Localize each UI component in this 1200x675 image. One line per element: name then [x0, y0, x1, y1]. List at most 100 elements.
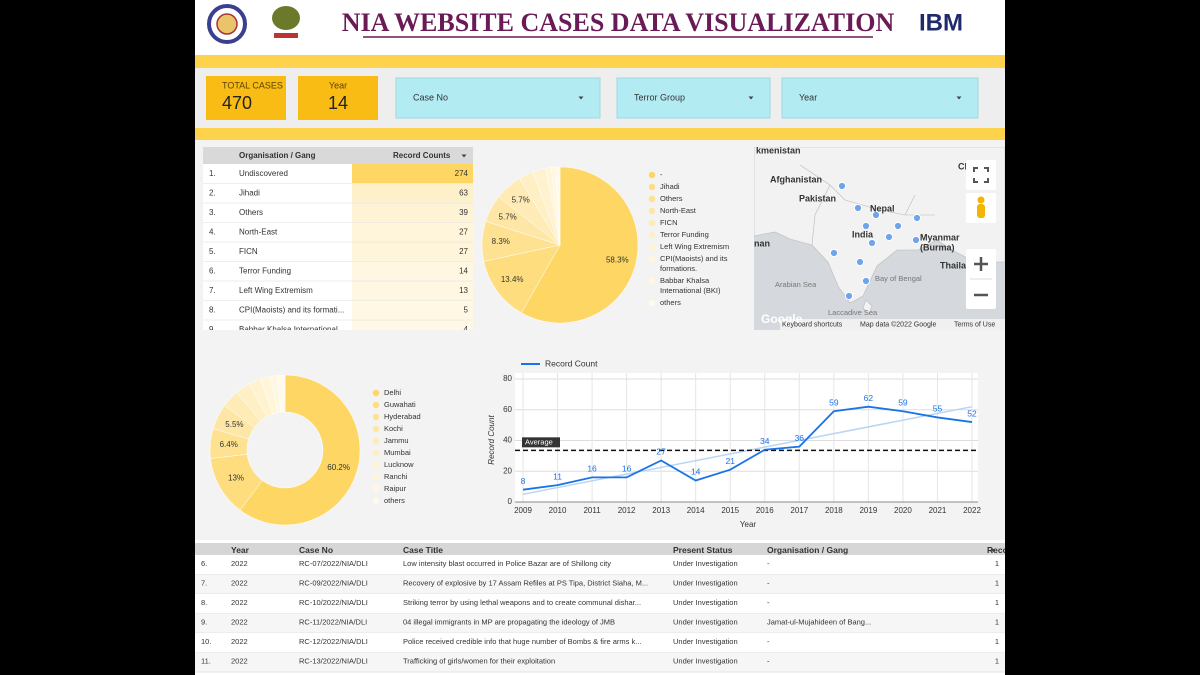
map-marker[interactable] [861, 276, 871, 286]
map-label: nan [754, 238, 770, 248]
cell: 2022 [231, 598, 248, 607]
map-marker[interactable] [871, 210, 881, 220]
legend-label: Babbar Khalsa International (BKI) [660, 276, 721, 295]
pie-slice [483, 244, 561, 314]
donut-slice [276, 374, 286, 413]
legend-swatch [648, 219, 656, 227]
map: kmenistan Afghanistan Pakistan Nepal India My… [754, 147, 1005, 330]
cell: 2022 [231, 656, 248, 665]
map-control[interactable] [966, 160, 996, 190]
map-marker[interactable] [911, 235, 921, 245]
data-label: 14 [691, 467, 701, 477]
x-tick-label: 2012 [618, 506, 636, 515]
map-marker[interactable] [844, 291, 854, 301]
filter-dropdown[interactable] [781, 77, 979, 119]
cell: 274 [455, 169, 469, 178]
x-tick-label: 2015 [721, 506, 739, 515]
map-label: Thaila [940, 260, 967, 270]
legend-swatch [648, 231, 656, 239]
legend-swatch [648, 195, 656, 203]
legend-label: Raipur [384, 484, 407, 493]
cell: RC-07/2022/NIA/DLI [299, 559, 368, 568]
map-marker[interactable] [829, 248, 839, 258]
legend-swatch [372, 461, 380, 469]
count-cell [352, 164, 473, 184]
map-marker[interactable] [912, 213, 922, 223]
slice-label: 60.2% [327, 463, 350, 472]
y-tick-label: 40 [503, 436, 512, 445]
cell: Under Investigation [673, 559, 738, 568]
map-marker[interactable] [884, 232, 894, 242]
column-header: Case Title [403, 545, 443, 555]
cell: Under Investigation [673, 598, 738, 607]
cell: Low intensity blast occurred in Police B… [403, 559, 611, 568]
map-label: Pakistan [799, 193, 836, 203]
filter-label[interactable]: Year [799, 92, 817, 102]
cell: 2022 [231, 637, 248, 646]
column-header: Case No [299, 545, 333, 555]
map-marker[interactable] [837, 181, 847, 191]
x-tick-label: 2010 [549, 506, 567, 515]
header-bg [195, 0, 1005, 55]
legend-swatch [648, 207, 656, 215]
cell: Trafficking of girls/women for their exp… [403, 656, 555, 665]
filter-label[interactable]: Terror Group [634, 92, 685, 102]
cell: RC-12/2022/NIA/DLI [299, 637, 368, 646]
cell: - [767, 578, 770, 587]
x-tick-label: 2020 [894, 506, 912, 515]
legend-label: Delhi [384, 388, 401, 397]
legend-label: Kochi [384, 424, 403, 433]
cell: Jamat-ul-Mujahideen of Bang... [767, 617, 871, 626]
row-number: 8. [209, 305, 216, 314]
row-number: 6. [201, 559, 207, 568]
average-tag [522, 437, 560, 448]
letterbox [1005, 0, 1200, 675]
x-tick-label: 2018 [825, 506, 843, 515]
legend-swatch [372, 413, 380, 421]
filter-dropdown[interactable] [616, 77, 771, 119]
y-tick-label: 80 [503, 374, 512, 383]
count-cell [352, 242, 473, 262]
column-header: Organisation / Gang [239, 151, 316, 160]
cell: Recovery of explosive by 17 Assam Refile… [403, 578, 648, 587]
map-marker[interactable] [893, 221, 903, 231]
cell: RC-13/2022/NIA/DLI [299, 656, 368, 665]
dropdown-arrow [956, 96, 962, 100]
letterbox [0, 0, 195, 675]
pie-slice [555, 166, 561, 246]
x-tick-label: 2013 [652, 506, 670, 515]
cell: Terror Funding [239, 266, 291, 275]
slice-label: 13.4% [501, 275, 524, 284]
cell: Under Investigation [673, 637, 738, 646]
x-tick-label: 2009 [514, 506, 532, 515]
fullscreen-icon [973, 167, 989, 183]
data-label: 62 [864, 393, 874, 403]
data-label: 27 [656, 447, 666, 457]
column-header: Present Status [673, 545, 733, 555]
data-label: 59 [829, 398, 839, 408]
cell: 27 [459, 247, 468, 256]
table-row [195, 633, 1005, 653]
map-footer-text: Map data ©2022 Google [860, 320, 936, 328]
table-header [203, 147, 473, 164]
row-number: 1. [209, 169, 216, 178]
map-marker[interactable] [853, 203, 863, 213]
filter-label[interactable]: Case No [413, 92, 448, 102]
scorecard [206, 76, 286, 120]
cell: FICN [239, 247, 258, 256]
map-marker[interactable] [861, 221, 871, 231]
cell: 1 [995, 637, 999, 646]
map-marker[interactable] [855, 257, 865, 267]
map-marker[interactable] [867, 238, 877, 248]
data-label: 16 [622, 464, 632, 474]
ibm-box [901, 0, 981, 48]
slice-label: 5.5% [225, 420, 243, 429]
legend-label: Jihadi [660, 182, 680, 191]
row-number: 6. [209, 266, 216, 275]
filter-dropdown[interactable] [395, 77, 601, 119]
table-row [195, 574, 1005, 594]
row-number: 8. [201, 598, 207, 607]
cell: 1 [995, 656, 999, 665]
legend-label: Record Count [545, 358, 598, 368]
